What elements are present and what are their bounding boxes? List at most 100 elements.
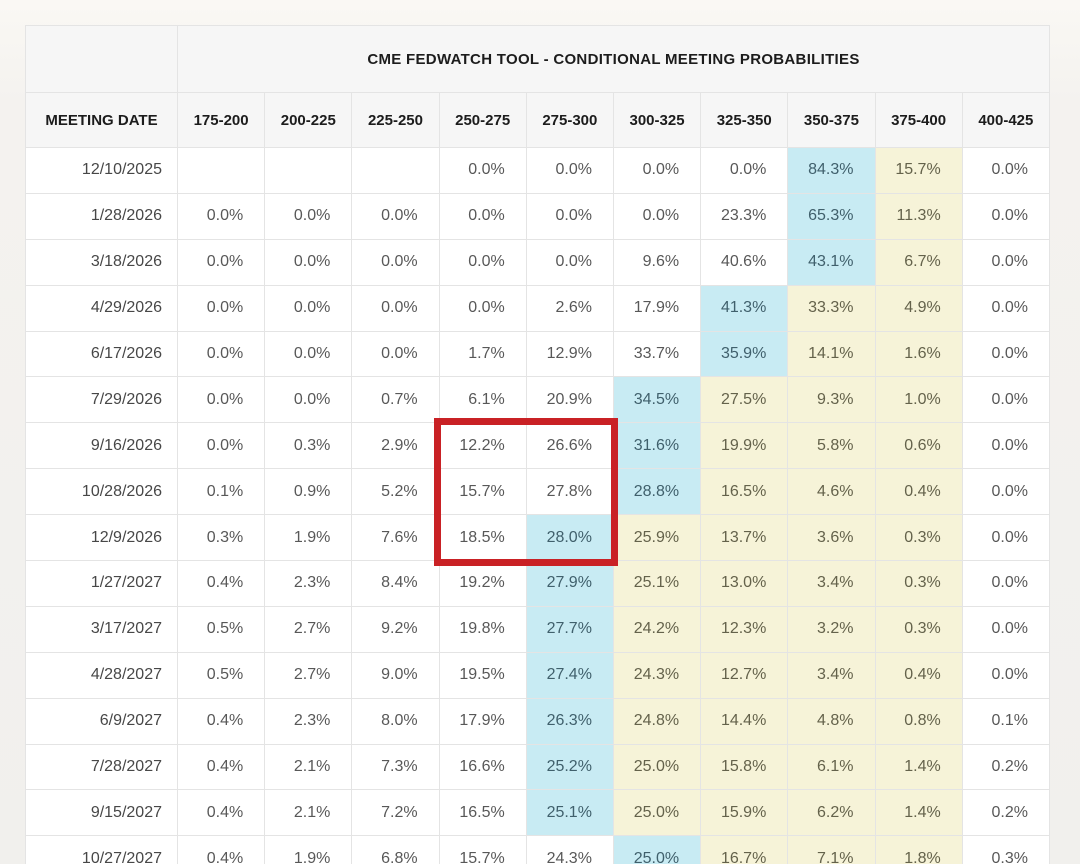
probability-cell: 0.3% <box>961 835 1051 864</box>
probability-cell: 9.2% <box>351 605 440 653</box>
probability-cell: 0.3% <box>874 605 963 653</box>
probability-cell: 4.6% <box>787 468 876 516</box>
probability-cell: 84.3% <box>787 147 876 194</box>
probability-cell: 0.0% <box>438 192 527 240</box>
probability-cell: 25.0% <box>612 789 702 837</box>
probability-cell: 12.9% <box>525 330 614 378</box>
table-title: CME FEDWATCH TOOL - CONDITIONAL MEETING … <box>177 25 1050 93</box>
probability-cell: 33.7% <box>612 330 702 378</box>
probability-cell: 3.2% <box>787 605 876 653</box>
probability-cell: 0.4% <box>874 468 963 516</box>
probability-cell: 6.7% <box>874 238 963 286</box>
probability-cell: 1.7% <box>438 330 527 378</box>
fedwatch-table: CME FEDWATCH TOOL - CONDITIONAL MEETING … <box>25 25 1051 864</box>
probability-cell: 0.0% <box>961 514 1051 562</box>
probability-cell: 0.0% <box>351 192 440 240</box>
probability-cell: 7.1% <box>787 835 876 864</box>
probability-cell: 25.1% <box>525 789 614 837</box>
probability-cell: 31.6% <box>612 422 702 470</box>
probability-cell: 0.0% <box>961 376 1051 424</box>
table-row: 6/9/2027 0.4% 2.3% 8.0% 17.9% 26.3% 24.8% 14.4%… <box>25 697 1051 745</box>
probability-cell: 0.0% <box>264 330 353 378</box>
probability-cell: 0.0% <box>961 605 1051 653</box>
probability-cell: 0.0% <box>176 192 266 240</box>
probability-cell: 0.3% <box>874 514 963 562</box>
probability-cell: 0.5% <box>176 605 266 653</box>
probability-cell: 3.4% <box>787 651 876 699</box>
probability-cell: 24.3% <box>612 651 702 699</box>
probability-cell: 15.9% <box>700 789 789 837</box>
probability-cell: 24.3% <box>525 835 614 864</box>
probability-cell: 0.0% <box>961 330 1051 378</box>
probability-cell: 0.0% <box>961 284 1051 332</box>
probability-cell: 1.0% <box>874 376 963 424</box>
probability-cell: 12.2% <box>438 422 527 470</box>
probability-cell: 16.5% <box>438 789 527 837</box>
table-row: 7/29/2026 0.0% 0.0% 0.7% 6.1% 20.9% 34.5% 27.5%… <box>25 376 1051 424</box>
table-row: 4/29/2026 0.0% 0.0% 0.0% 0.0% 2.6% 17.9% 41.3% 3… <box>25 284 1051 332</box>
probability-cell: 13.7% <box>700 514 789 562</box>
probability-cell: 0.4% <box>176 743 266 791</box>
probability-cell: 19.8% <box>438 605 527 653</box>
probability-cell: 3.4% <box>787 560 876 607</box>
probability-cell: 0.0% <box>176 284 266 332</box>
probability-cell: 14.1% <box>787 330 876 378</box>
probability-cell: 18.5% <box>438 514 527 562</box>
probability-cell: 15.7% <box>874 147 963 194</box>
meeting-date-cell: 3/17/2027 <box>25 605 178 653</box>
probability-cell: 26.6% <box>525 422 614 470</box>
probability-cell: 1.9% <box>264 514 353 562</box>
probability-cell: 9.6% <box>612 238 702 286</box>
probability-cell: 25.0% <box>612 743 702 791</box>
probability-cell: 25.9% <box>612 514 702 562</box>
probability-cell: 2.3% <box>264 560 353 607</box>
probability-cell: 0.4% <box>176 835 266 864</box>
probability-cell: 4.9% <box>874 284 963 332</box>
probability-cell: 0.3% <box>874 560 963 607</box>
meeting-date-cell: 3/18/2026 <box>25 238 178 286</box>
probability-cell <box>264 147 353 194</box>
probability-cell: 0.0% <box>961 422 1051 470</box>
meeting-date-cell: 10/28/2026 <box>25 468 178 516</box>
probability-cell: 4.8% <box>787 697 876 745</box>
probability-cell: 15.7% <box>438 835 527 864</box>
column-header-rate-200-225: 200-225 <box>264 92 353 148</box>
meeting-date-cell: 9/16/2026 <box>25 422 178 470</box>
table-row: 3/17/2027 0.5% 2.7% 9.2% 19.8% 27.7% 24.2% 12.3… <box>25 605 1051 653</box>
probability-cell: 17.9% <box>438 697 527 745</box>
probability-cell: 12.3% <box>700 605 789 653</box>
probability-cell: 0.0% <box>264 376 353 424</box>
meeting-date-cell: 4/29/2026 <box>25 284 178 332</box>
probability-cell: 15.8% <box>700 743 789 791</box>
table-title-row: CME FEDWATCH TOOL - CONDITIONAL MEETING … <box>25 25 1050 93</box>
probability-cell: 2.7% <box>264 605 353 653</box>
table-row: 10/27/2027 0.4% 1.9% 6.8% 15.7% 24.3% 25.0% 16.… <box>25 835 1051 864</box>
probability-cell: 17.9% <box>612 284 702 332</box>
probability-cell: 16.7% <box>700 835 789 864</box>
probability-cell: 65.3% <box>787 192 876 240</box>
probability-cell: 0.0% <box>525 147 614 194</box>
meeting-date-cell: 1/28/2026 <box>25 192 178 240</box>
probability-cell: 27.7% <box>525 605 614 653</box>
probability-cell: 0.7% <box>351 376 440 424</box>
meeting-date-cell: 12/10/2025 <box>25 147 178 194</box>
probability-cell: 34.5% <box>612 376 702 424</box>
probability-cell: 43.1% <box>787 238 876 286</box>
probability-cell: 27.5% <box>700 376 789 424</box>
probability-cell: 7.2% <box>351 789 440 837</box>
probability-cell: 16.5% <box>700 468 789 516</box>
probability-cell: 40.6% <box>700 238 789 286</box>
probability-cell: 0.0% <box>961 468 1051 516</box>
probability-cell: 0.0% <box>264 192 353 240</box>
probability-cell: 27.9% <box>525 560 614 607</box>
probability-cell: 0.4% <box>176 560 266 607</box>
probability-cell: 24.8% <box>612 697 702 745</box>
probability-cell: 0.0% <box>961 560 1051 607</box>
column-header-rate-225-250: 225-250 <box>351 92 440 148</box>
probability-cell: 0.4% <box>176 789 266 837</box>
meeting-date-cell: 4/28/2027 <box>25 651 178 699</box>
probability-cell: 0.5% <box>176 651 266 699</box>
table-row: 9/16/2026 0.0% 0.3% 2.9% 12.2% 26.6% 31.6% 19.9… <box>25 422 1051 470</box>
probability-cell: 1.4% <box>874 743 963 791</box>
